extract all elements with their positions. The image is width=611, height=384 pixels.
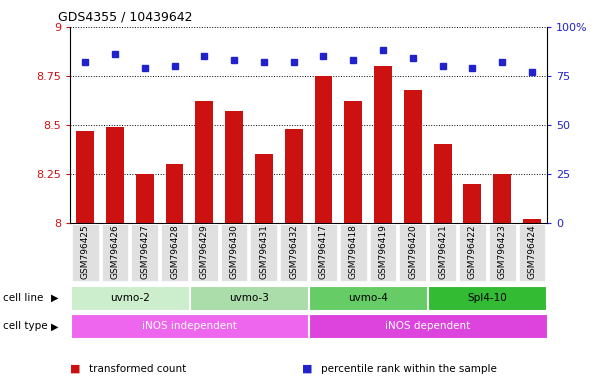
Text: percentile rank within the sample: percentile rank within the sample <box>321 364 497 374</box>
Text: GSM796419: GSM796419 <box>379 225 387 280</box>
Bar <box>309 286 427 310</box>
Text: GSM796430: GSM796430 <box>230 225 238 280</box>
Text: GSM796421: GSM796421 <box>438 225 447 279</box>
FancyBboxPatch shape <box>131 224 158 281</box>
Bar <box>190 286 308 310</box>
Text: GSM796423: GSM796423 <box>498 225 507 279</box>
Text: GSM796417: GSM796417 <box>319 225 328 280</box>
Bar <box>315 76 332 223</box>
Bar <box>285 129 302 223</box>
FancyBboxPatch shape <box>101 224 128 281</box>
Text: ▶: ▶ <box>51 321 59 331</box>
Text: GSM796420: GSM796420 <box>408 225 417 279</box>
Bar <box>76 131 94 223</box>
Bar <box>404 89 422 223</box>
Bar <box>493 174 511 223</box>
Text: transformed count: transformed count <box>89 364 186 374</box>
Bar <box>374 66 392 223</box>
Bar <box>255 154 273 223</box>
Text: ▶: ▶ <box>51 293 59 303</box>
Bar <box>345 101 362 223</box>
Text: GSM796426: GSM796426 <box>111 225 119 279</box>
FancyBboxPatch shape <box>310 224 337 281</box>
FancyBboxPatch shape <box>221 224 247 281</box>
FancyBboxPatch shape <box>161 224 188 281</box>
Bar <box>106 127 124 223</box>
Text: GSM796418: GSM796418 <box>349 225 357 280</box>
Text: GSM796432: GSM796432 <box>289 225 298 279</box>
Bar <box>523 219 541 223</box>
Bar <box>225 111 243 223</box>
Text: GSM796422: GSM796422 <box>468 225 477 279</box>
Bar <box>434 144 452 223</box>
Text: GSM796429: GSM796429 <box>200 225 209 279</box>
FancyBboxPatch shape <box>340 224 367 281</box>
Bar <box>70 314 309 339</box>
Bar <box>463 184 481 223</box>
Text: GSM796427: GSM796427 <box>141 225 149 279</box>
FancyBboxPatch shape <box>370 224 397 281</box>
Text: GSM796431: GSM796431 <box>260 225 268 280</box>
FancyBboxPatch shape <box>489 224 516 281</box>
Bar <box>136 174 154 223</box>
FancyBboxPatch shape <box>280 224 307 281</box>
Text: uvmo-2: uvmo-2 <box>110 293 150 303</box>
Text: GDS4355 / 10439642: GDS4355 / 10439642 <box>58 10 192 23</box>
FancyBboxPatch shape <box>71 224 98 281</box>
Text: uvmo-3: uvmo-3 <box>229 293 269 303</box>
Text: cell type: cell type <box>3 321 48 331</box>
Text: GSM796424: GSM796424 <box>527 225 536 279</box>
Text: ■: ■ <box>70 364 81 374</box>
FancyBboxPatch shape <box>429 224 456 281</box>
Text: iNOS independent: iNOS independent <box>142 321 237 331</box>
Bar <box>71 286 189 310</box>
Text: iNOS dependent: iNOS dependent <box>385 321 470 331</box>
FancyBboxPatch shape <box>191 224 218 281</box>
FancyBboxPatch shape <box>251 224 277 281</box>
Bar <box>309 314 547 339</box>
Bar <box>166 164 183 223</box>
Text: uvmo-4: uvmo-4 <box>348 293 388 303</box>
FancyBboxPatch shape <box>519 224 546 281</box>
Text: GSM796425: GSM796425 <box>81 225 90 279</box>
FancyBboxPatch shape <box>400 224 426 281</box>
Bar <box>428 286 546 310</box>
FancyBboxPatch shape <box>459 224 486 281</box>
Bar <box>196 101 213 223</box>
Text: GSM796428: GSM796428 <box>170 225 179 279</box>
Text: ■: ■ <box>302 364 313 374</box>
Text: cell line: cell line <box>3 293 43 303</box>
Text: Spl4-10: Spl4-10 <box>467 293 507 303</box>
